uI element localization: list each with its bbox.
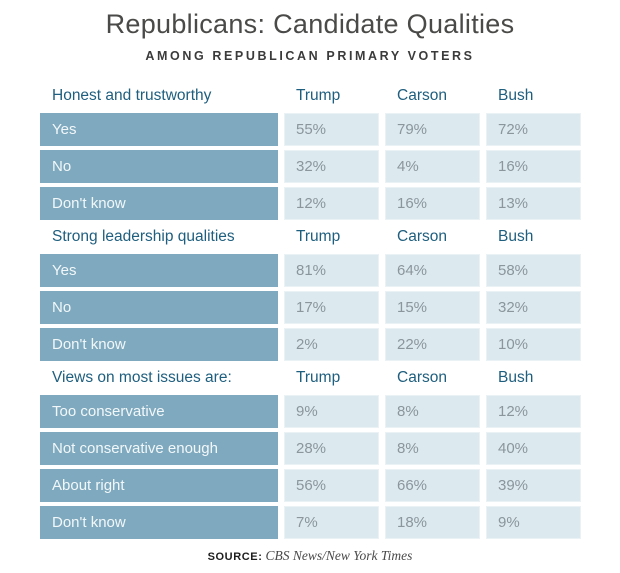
- value-cell-trump: 56%: [284, 469, 379, 502]
- column-header-carson: Carson: [397, 228, 447, 245]
- value-cell-bush: 16%: [486, 150, 581, 183]
- value-cell-bush: 72%: [486, 113, 581, 146]
- value-cell-trump: 55%: [284, 113, 379, 146]
- value-cell-trump: 81%: [284, 254, 379, 287]
- page-subtitle: AMONG REPUBLICAN PRIMARY VOTERS: [145, 49, 475, 63]
- column-header-trump: Trump: [296, 228, 341, 245]
- table-row: Yes 55% 79% 72%: [40, 113, 581, 146]
- column-header-carson: Carson: [397, 369, 447, 386]
- column-header-bush: Bush: [498, 228, 534, 245]
- column-header-trump: Trump: [296, 87, 341, 104]
- table-row: Not conservative enough 28% 8% 40%: [40, 432, 581, 465]
- value-cell-carson: 15%: [385, 291, 480, 324]
- section-header-label: Honest and trustworthy: [52, 87, 212, 104]
- value-cell-trump: 9%: [284, 395, 379, 428]
- table-row: Don't know 12% 16% 13%: [40, 187, 581, 220]
- value-cell-bush: 12%: [486, 395, 581, 428]
- row-label-cell: No: [40, 150, 278, 183]
- row-label-cell: No: [40, 291, 278, 324]
- value-cell-carson: 79%: [385, 113, 480, 146]
- value-cell-bush: 58%: [486, 254, 581, 287]
- section-header-label: Strong leadership qualities: [52, 228, 235, 245]
- value-cell-carson: 8%: [385, 395, 480, 428]
- table-row: Don't know 7% 18% 9%: [40, 506, 581, 539]
- value-cell-bush: 13%: [486, 187, 581, 220]
- section-header-row: Strong leadership qualities Trump Carson Bu…: [40, 224, 581, 250]
- value-cell-trump: 32%: [284, 150, 379, 183]
- value-cell-carson: 66%: [385, 469, 480, 502]
- value-cell-bush: 32%: [486, 291, 581, 324]
- value-cell-carson: 18%: [385, 506, 480, 539]
- row-label-cell: Yes: [40, 113, 278, 146]
- table-row: No 32% 4% 16%: [40, 150, 581, 183]
- value-cell-carson: 16%: [385, 187, 480, 220]
- row-label-cell: Don't know: [40, 328, 278, 361]
- row-label-cell: About right: [40, 469, 278, 502]
- value-cell-carson: 22%: [385, 328, 480, 361]
- table-row: About right 56% 66% 39%: [40, 469, 581, 502]
- table-row: Don't know 2% 22% 10%: [40, 328, 581, 361]
- row-label-cell: Not conservative enough: [40, 432, 278, 465]
- value-cell-carson: 64%: [385, 254, 480, 287]
- row-label-cell: Too conservative: [40, 395, 278, 428]
- column-header-bush: Bush: [498, 369, 534, 386]
- column-header-carson: Carson: [397, 87, 447, 104]
- value-cell-trump: 12%: [284, 187, 379, 220]
- section-header-row: Honest and trustworthy Trump Carson Bush: [40, 83, 581, 109]
- table-row: No 17% 15% 32%: [40, 291, 581, 324]
- page-title: Republicans: Candidate Qualities: [105, 9, 515, 39]
- section-header-label: Views on most issues are:: [52, 369, 232, 386]
- qualities-table: Honest and trustworthy Trump Carson Bush Yes…: [40, 83, 581, 539]
- section-header-row: Views on most issues are: Trump Carson Bush: [40, 365, 581, 391]
- source-label: SOURCE:: [207, 551, 263, 563]
- value-cell-trump: 17%: [284, 291, 379, 324]
- value-cell-trump: 7%: [284, 506, 379, 539]
- row-label-cell: Don't know: [40, 506, 278, 539]
- source-line: SOURCE: CBS News/New York Times: [0, 548, 620, 564]
- value-cell-bush: 9%: [486, 506, 581, 539]
- value-cell-carson: 4%: [385, 150, 480, 183]
- column-header-bush: Bush: [498, 87, 534, 104]
- table-row: Yes 81% 64% 58%: [40, 254, 581, 287]
- value-cell-carson: 8%: [385, 432, 480, 465]
- value-cell-bush: 39%: [486, 469, 581, 502]
- table-row: Too conservative 9% 8% 12%: [40, 395, 581, 428]
- row-label-cell: Don't know: [40, 187, 278, 220]
- value-cell-bush: 40%: [486, 432, 581, 465]
- source-text: CBS News/New York Times: [265, 548, 413, 563]
- row-label-cell: Yes: [40, 254, 278, 287]
- column-header-trump: Trump: [296, 369, 341, 386]
- value-cell-bush: 10%: [486, 328, 581, 361]
- value-cell-trump: 2%: [284, 328, 379, 361]
- value-cell-trump: 28%: [284, 432, 379, 465]
